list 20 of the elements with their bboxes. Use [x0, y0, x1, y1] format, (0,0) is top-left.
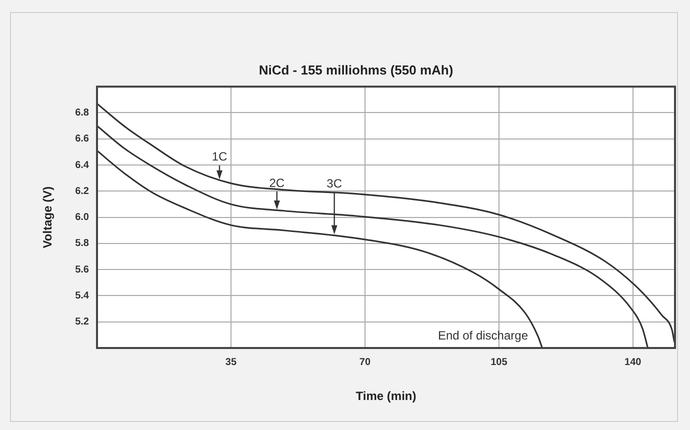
y-tick-label: 5.2	[75, 316, 90, 328]
y-tick-label: 5.4	[75, 290, 90, 302]
annotation: 2C	[269, 176, 285, 190]
y-axis-title: Voltage (V)	[40, 186, 55, 248]
x-tick-label: 140	[624, 356, 642, 368]
y-tick-label: 6.6	[75, 134, 90, 145]
y-tick-label: 6.0	[75, 212, 90, 224]
x-axis-title: Time (min)	[356, 389, 416, 404]
chart-title: NiCd - 155 milliohms (550 mAh)	[258, 62, 454, 78]
y-tick-label: 6.2	[75, 186, 90, 197]
y-tick-label: 6.4	[75, 160, 90, 171]
y-tick-label: 6.8	[75, 107, 90, 118]
x-tick-label: 35	[225, 356, 237, 368]
y-tick-label: 5.6	[75, 264, 90, 276]
annotation: End of discharge	[438, 328, 528, 342]
y-tick-label: 5.8	[75, 238, 90, 250]
annotation: 3C	[326, 176, 342, 191]
x-tick-label: 105	[490, 356, 508, 368]
x-tick-label: 70	[359, 356, 371, 368]
annotation: 1C	[212, 150, 228, 164]
